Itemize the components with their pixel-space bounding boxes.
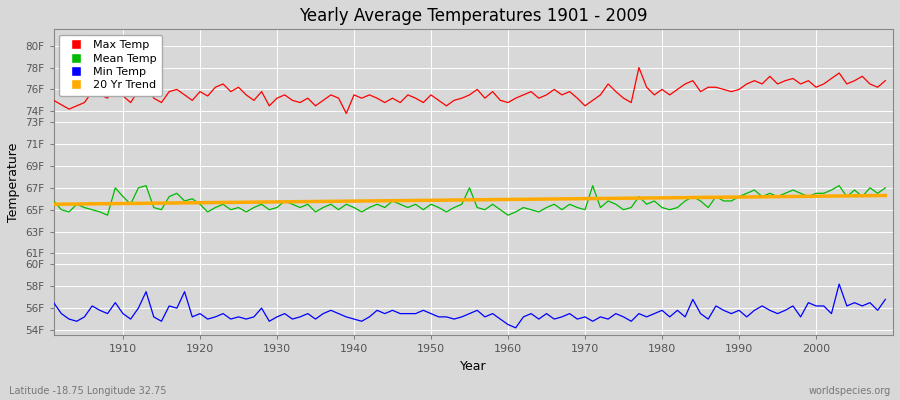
X-axis label: Year: Year xyxy=(460,360,487,373)
Text: worldspecies.org: worldspecies.org xyxy=(809,386,891,396)
Text: Latitude -18.75 Longitude 32.75: Latitude -18.75 Longitude 32.75 xyxy=(9,386,166,396)
Y-axis label: Temperature: Temperature xyxy=(7,143,20,222)
Title: Yearly Average Temperatures 1901 - 2009: Yearly Average Temperatures 1901 - 2009 xyxy=(299,7,648,25)
Legend: Max Temp, Mean Temp, Min Temp, 20 Yr Trend: Max Temp, Mean Temp, Min Temp, 20 Yr Tre… xyxy=(59,35,162,96)
